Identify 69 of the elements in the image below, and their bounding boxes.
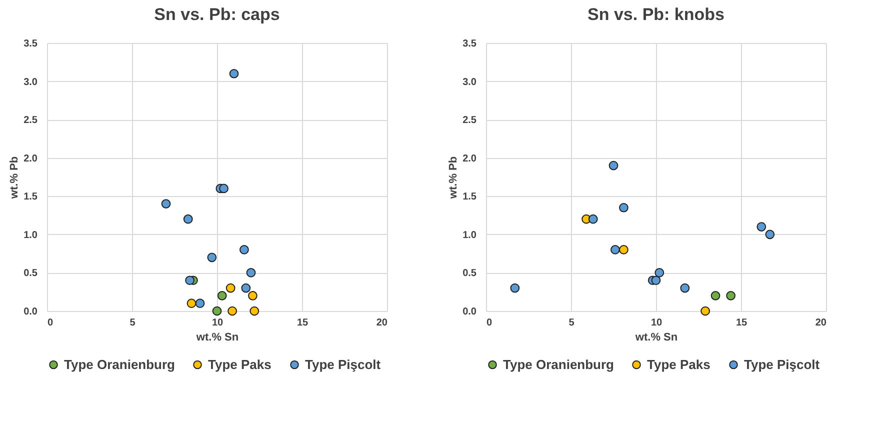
- y-tick-label: 3.0: [24, 76, 38, 88]
- point: [240, 245, 249, 254]
- x-tick-label: 15: [736, 318, 748, 328]
- legend-label: Type Pişcolt: [305, 356, 382, 372]
- y-tick-label: 3.5: [24, 38, 38, 50]
- x-tick-label: 5: [130, 318, 136, 328]
- x-axis-title: wt.% Sn: [195, 332, 239, 344]
- y-tick-label: 2.0: [462, 153, 477, 164]
- x-tick-label: 0: [48, 318, 54, 328]
- x-tick-label: 20: [376, 318, 388, 328]
- point: [183, 214, 193, 224]
- x-tick-label: 0: [486, 318, 492, 328]
- y-tick-label: 2.0: [24, 153, 38, 164]
- point: [510, 283, 520, 293]
- y-tick-label: 1.5: [24, 192, 38, 203]
- point: [765, 230, 775, 240]
- point: [161, 199, 171, 208]
- point: [212, 306, 222, 316]
- legend-label: Type Pişcolt: [744, 356, 820, 372]
- point: [756, 222, 766, 232]
- point: [186, 298, 196, 308]
- y-axis-title: wt.% Pb: [448, 156, 460, 200]
- chart-title: Sn vs. Pb: knobs: [588, 5, 724, 24]
- point: [726, 291, 736, 300]
- y-tick-label: 3.0: [462, 76, 477, 88]
- point: [710, 291, 720, 300]
- point: [226, 283, 236, 293]
- point: [610, 245, 620, 254]
- y-tick-label: 0.5: [462, 268, 477, 280]
- x-tick-label: 5: [568, 318, 575, 328]
- point: [185, 276, 194, 286]
- legend-label: Type Paks: [647, 356, 710, 372]
- point: [219, 184, 228, 194]
- point: [195, 298, 205, 308]
- point: [651, 276, 661, 286]
- y-tick-label: 0.5: [24, 268, 38, 280]
- x-tick-label: 10: [650, 318, 662, 328]
- x-axis-title: wt.% Sn: [634, 332, 678, 344]
- y-tick-label: 0.0: [462, 306, 477, 318]
- point: [700, 306, 710, 316]
- chart-title: Sn vs. Pb: caps: [154, 5, 280, 24]
- y-axis-title: wt.% Pb: [8, 156, 21, 200]
- y-tick-label: 2.5: [24, 115, 38, 126]
- point: [680, 283, 690, 293]
- point: [229, 68, 239, 78]
- legend-label: Type Oranienburg: [64, 356, 176, 372]
- point: [217, 291, 227, 300]
- x-tick-label: 10: [212, 318, 224, 328]
- point: [207, 252, 217, 262]
- x-tick-label: 15: [296, 318, 308, 328]
- point: [248, 291, 258, 300]
- x-tick-label: 20: [815, 318, 827, 328]
- point: [250, 306, 260, 316]
- point: [246, 268, 256, 278]
- legend-label: Type Paks: [208, 356, 272, 372]
- y-tick-label: 1.0: [462, 230, 477, 241]
- point: [619, 202, 628, 212]
- point: [588, 214, 598, 224]
- point: [241, 283, 251, 293]
- point: [654, 268, 664, 278]
- y-tick-label: 1.0: [24, 230, 38, 241]
- y-tick-label: 3.5: [462, 38, 477, 50]
- point: [608, 160, 618, 170]
- y-tick-label: 1.5: [462, 192, 477, 203]
- point: [619, 245, 628, 254]
- legend-label: Type Oranienburg: [503, 356, 614, 372]
- y-tick-label: 0.0: [24, 306, 38, 318]
- point: [228, 306, 237, 316]
- y-tick-label: 2.5: [462, 115, 477, 126]
